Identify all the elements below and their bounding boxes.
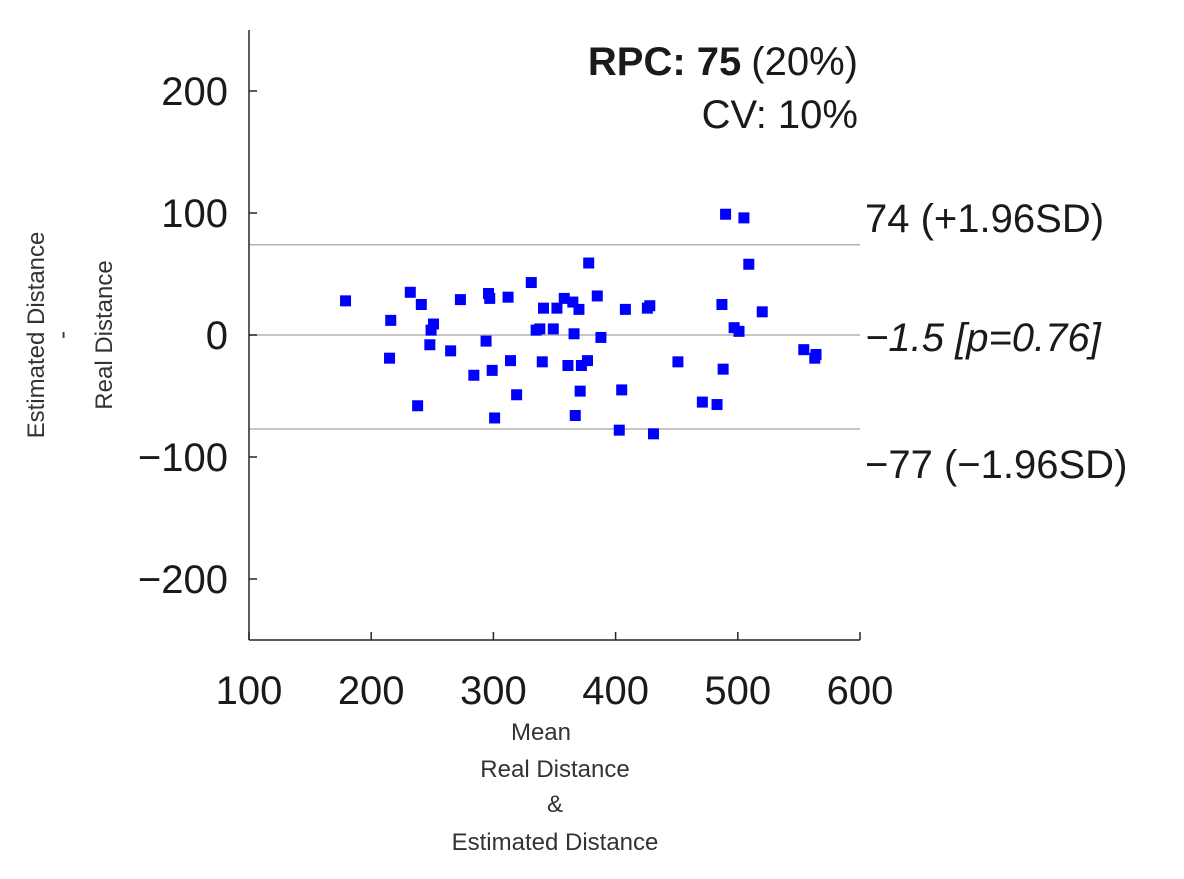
data-point bbox=[716, 299, 728, 310]
x-tick-label: 600 bbox=[827, 669, 894, 713]
x-axis-label-line-2: Real Distance bbox=[480, 756, 629, 783]
x-tick-label: 200 bbox=[338, 669, 405, 713]
lower-limit-label: −77 (−1.96SD) bbox=[865, 443, 1127, 487]
data-point bbox=[619, 303, 631, 315]
x-axis-label-line-4: Estimated Distance bbox=[452, 829, 659, 856]
y-tick-label: −200 bbox=[138, 558, 228, 602]
cv-annotation: CV: 10% bbox=[702, 93, 858, 137]
data-point bbox=[558, 292, 570, 304]
data-point bbox=[591, 290, 603, 302]
data-point bbox=[428, 318, 440, 330]
data-point bbox=[384, 352, 396, 364]
y-axis-label-line-1: Estimated Distance bbox=[23, 232, 50, 439]
data-point bbox=[486, 364, 498, 376]
data-point bbox=[534, 323, 546, 335]
data-point bbox=[340, 295, 352, 307]
data-point bbox=[711, 399, 723, 411]
rpc-percent: (20%) bbox=[751, 40, 858, 84]
data-point bbox=[502, 291, 514, 303]
data-point bbox=[567, 296, 579, 308]
data-point bbox=[574, 385, 586, 397]
data-point bbox=[595, 331, 607, 343]
data-point bbox=[756, 306, 768, 318]
y-tick-label: −100 bbox=[138, 436, 228, 480]
data-point bbox=[505, 355, 517, 367]
data-point bbox=[536, 356, 548, 368]
data-point bbox=[696, 396, 708, 408]
data-point bbox=[720, 208, 732, 220]
x-axis-label-line-1: Mean bbox=[511, 719, 571, 746]
bias-label: −1.5 [p=0.76] bbox=[865, 316, 1102, 360]
data-point bbox=[511, 389, 523, 401]
data-point bbox=[538, 302, 550, 314]
y-ticks: 200 100 0 −100 −200 bbox=[138, 70, 257, 602]
data-point bbox=[468, 369, 480, 381]
data-point bbox=[445, 345, 457, 357]
data-point bbox=[672, 356, 684, 368]
data-point bbox=[454, 294, 466, 306]
data-point bbox=[385, 314, 397, 326]
x-tick-label: 100 bbox=[216, 669, 283, 713]
y-axis-label-line-3: Real Distance bbox=[91, 260, 118, 409]
data-point bbox=[644, 300, 656, 312]
data-point bbox=[738, 212, 750, 224]
data-point bbox=[798, 344, 810, 356]
data-point bbox=[415, 299, 427, 310]
data-point bbox=[404, 286, 416, 298]
data-point bbox=[412, 400, 424, 412]
data-point bbox=[573, 303, 585, 315]
rpc-label: RPC: 75 bbox=[588, 40, 741, 84]
x-ticks: 100 200 300 400 500 600 bbox=[216, 632, 894, 713]
data-point bbox=[489, 412, 501, 424]
data-point bbox=[647, 428, 659, 440]
x-tick-label: 500 bbox=[704, 669, 771, 713]
data-point bbox=[562, 360, 574, 371]
data-point bbox=[733, 325, 745, 337]
upper-limit-label: 74 (+1.96SD) bbox=[865, 197, 1104, 241]
y-tick-label: 100 bbox=[161, 192, 228, 236]
data-point bbox=[743, 258, 755, 270]
x-axis-label-line-3: & bbox=[547, 791, 563, 818]
data-points bbox=[340, 208, 822, 440]
y-axis-label-line-2: - bbox=[49, 331, 76, 339]
data-point bbox=[575, 360, 587, 371]
data-point bbox=[424, 339, 436, 351]
x-tick-label: 300 bbox=[460, 669, 527, 713]
data-point bbox=[568, 328, 580, 340]
y-axis-label: Estimated Distance - Real Distance bbox=[23, 232, 118, 439]
data-point bbox=[717, 363, 729, 375]
data-point bbox=[480, 335, 492, 347]
y-tick-label: 0 bbox=[206, 314, 228, 358]
x-axis-label: Mean Real Distance & Estimated Distance bbox=[452, 719, 659, 856]
data-point bbox=[569, 410, 581, 422]
data-point bbox=[616, 384, 628, 396]
y-tick-label: 200 bbox=[161, 70, 228, 114]
data-point bbox=[425, 324, 437, 336]
data-point bbox=[810, 349, 822, 361]
x-tick-label: 400 bbox=[582, 669, 649, 713]
data-point bbox=[583, 257, 595, 269]
data-point bbox=[525, 277, 537, 289]
data-point bbox=[547, 323, 559, 335]
data-point bbox=[484, 292, 496, 304]
data-point bbox=[551, 302, 563, 314]
data-point bbox=[581, 355, 593, 367]
rpc-annotation: RPC: 75 (20%) bbox=[588, 40, 858, 84]
data-point bbox=[613, 424, 625, 436]
